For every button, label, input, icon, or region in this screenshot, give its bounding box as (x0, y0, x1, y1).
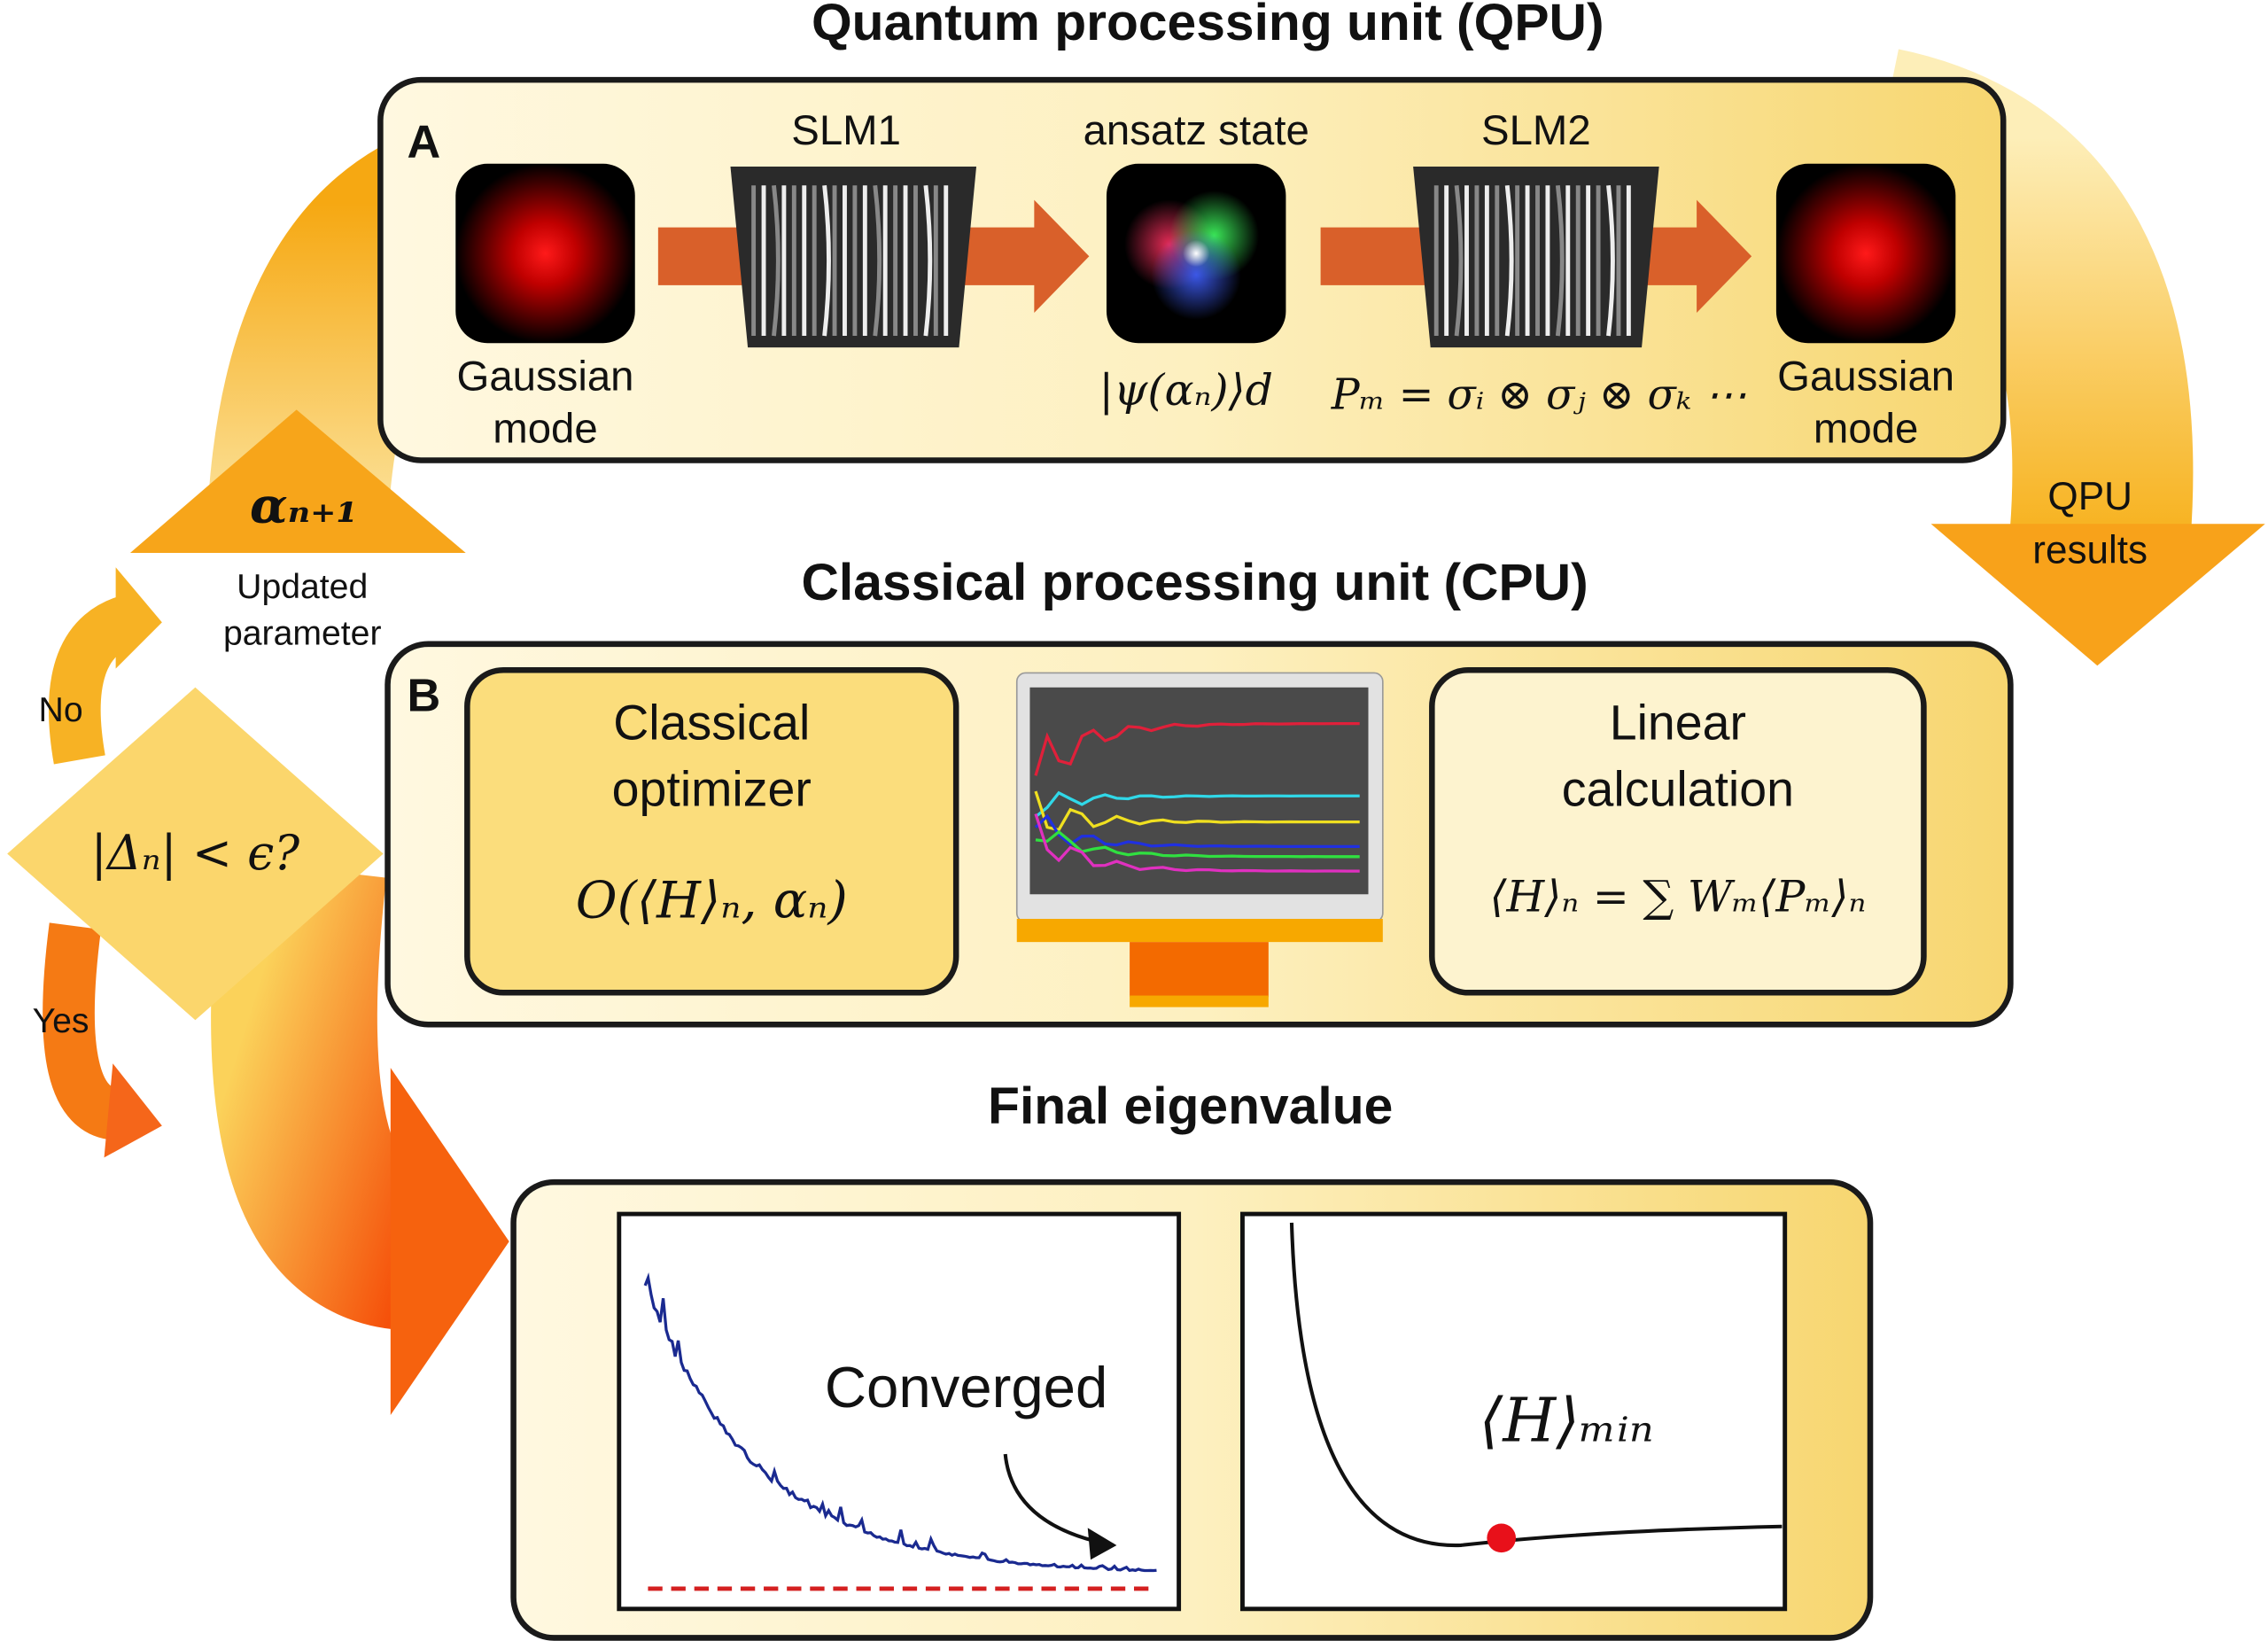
converged-label: Converged (825, 1355, 1107, 1419)
panel-label: A (408, 116, 441, 167)
linear-box (1429, 666, 1927, 996)
input-label: mode (493, 405, 597, 452)
output-label: mode (1814, 405, 1918, 452)
parameter-label: Updated (237, 568, 368, 606)
input-label: Gaussian (457, 354, 634, 401)
final-title: Final eigenvalue (988, 1077, 1393, 1135)
optimizer-box (464, 666, 959, 996)
monitor-trace (1034, 813, 1360, 873)
arrow-head (129, 409, 466, 553)
slm-label: SLM1 (791, 107, 901, 154)
slm-stripe (1606, 184, 1615, 337)
parameter: αₙ₊₁ (250, 478, 358, 535)
gaussian-mode-image (455, 163, 635, 344)
panel-label: B (408, 671, 441, 722)
rect-shape (1016, 919, 1383, 943)
arrow-head (1930, 524, 2265, 666)
convergence-curve (643, 1272, 1157, 1573)
arrow-head (390, 1068, 509, 1416)
parameter-label: parameter (223, 614, 382, 652)
slm-stripe (822, 184, 831, 337)
optimizer-label: optimizer (612, 762, 812, 817)
no-label: No (39, 691, 83, 729)
optimizer-label: Classical (613, 696, 810, 751)
results-label: results (2032, 529, 2148, 572)
gaussian-mode-image (1775, 163, 1956, 344)
rect-shape (1029, 687, 1369, 895)
arrow-head (115, 567, 162, 669)
results-label: QPU (2047, 475, 2132, 518)
output-label: Gaussian (1777, 354, 1954, 401)
ansatz-label: ansatz state (1084, 107, 1309, 154)
slm-stripe (1454, 184, 1464, 337)
monitor (1015, 672, 1384, 1007)
slm-stripe (1555, 184, 1565, 337)
energy-curve (1289, 1222, 1783, 1548)
rect-shape (1130, 995, 1269, 1007)
slm-image (1413, 167, 1659, 348)
arrow-head (1087, 1528, 1117, 1560)
linear-label: Linear (1610, 696, 1746, 751)
arrow-head (104, 1063, 162, 1158)
decision-diamond (7, 687, 384, 1021)
monitor-trace (1034, 790, 1360, 832)
ansatz-formula: |ψ(αₙ)⟩d (1099, 365, 1273, 416)
monitor-trace (1034, 721, 1360, 776)
linear-label: calculation (1562, 762, 1794, 817)
yes-arrow (43, 922, 121, 1140)
slm-image (730, 167, 977, 348)
slm-stripe (923, 184, 933, 337)
optimizer-formula: O(⟨H⟩ₙ, αₙ) (576, 872, 848, 930)
monitor-trace (1034, 790, 1360, 819)
rect-shape (1106, 163, 1286, 344)
linear-formula: ⟨H⟩ₙ = ∑ Wₘ⟨Pₘ⟩ₙ (1489, 871, 1866, 922)
cpu-title: Classical processing unit (CPU) (801, 554, 1588, 611)
minimum-label: ⟨H⟩ₘᵢₙ (1480, 1385, 1654, 1456)
slm-stripe (1504, 184, 1514, 337)
rect-shape (1130, 942, 1269, 998)
minimum-point (1487, 1523, 1517, 1553)
condition: |Δₙ| < ϵ? (91, 825, 301, 881)
yes-label: Yes (33, 1002, 89, 1040)
measurement-formula: Pₘ = σᵢ ⊗ σⱼ ⊗ σₖ ⋯ (1331, 370, 1747, 419)
slm-label: SLM2 (1481, 107, 1591, 154)
monitor-trace (1035, 829, 1360, 859)
final-arrow (211, 859, 418, 1331)
qpu-title: Quantum processing unit (QPU) (812, 0, 1604, 51)
slm-stripe (772, 184, 781, 337)
g-shape (1034, 721, 1360, 873)
ansatz-image (1106, 163, 1286, 344)
slm-stripe (873, 184, 882, 337)
monitor-trace (1034, 813, 1360, 849)
